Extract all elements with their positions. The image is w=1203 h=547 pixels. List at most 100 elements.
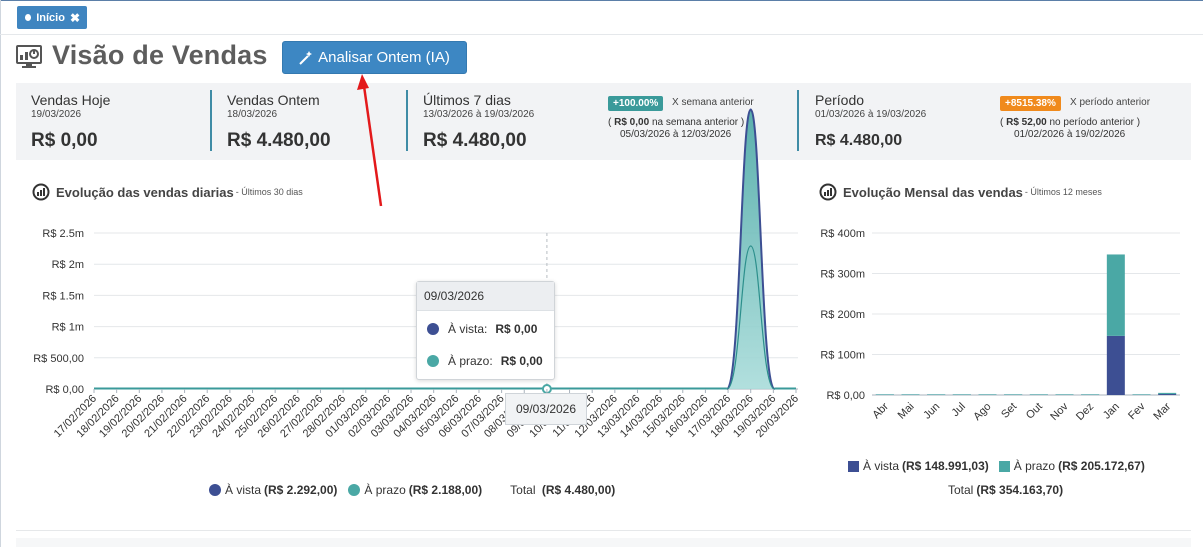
monthly-bar-prazo: [875, 394, 894, 395]
previous-note: na semana anterior: [651, 117, 739, 128]
monthly-bar-prazo: [927, 394, 946, 395]
monthly-x-tick-label: Nov: [1048, 400, 1071, 423]
daily-y-tick-label: R$ 2m: [52, 259, 84, 271]
monthly-bar-prazo: [952, 394, 971, 395]
monthly-bar-prazo: [901, 394, 920, 395]
legend-prazo-swatch: [998, 460, 1010, 472]
ia-button-label: Analisar Ontem (IA): [318, 49, 450, 66]
growth-badge: +100.00%: [608, 96, 664, 111]
monthly-x-tick-label: Jun: [921, 401, 942, 422]
bottom-divider: [16, 530, 1191, 531]
paren-close: ): [1136, 117, 1141, 128]
tooltip-prazo-label: À prazo:: [448, 354, 493, 368]
daily-y-tick-label: R$ 0,00: [45, 384, 84, 396]
monthly-x-tick-label: Mar: [1151, 400, 1173, 422]
comparison-label: X período anterior: [1070, 97, 1151, 108]
monthly-bar-prazo: [1055, 394, 1074, 395]
legend-prazo-label: À prazo: [1013, 459, 1056, 473]
growth-badge: +8515.38%: [1000, 96, 1061, 111]
legend-vista-value: (R$ 2.292,00): [264, 483, 338, 497]
dashboard-monitor-icon: [16, 45, 42, 68]
paren-open: (: [608, 117, 612, 128]
tooltip-row-prazo: À prazo: R$ 0,00: [427, 354, 543, 368]
top-border: [0, 0, 1203, 1]
kpi-label: Vendas Hoje: [31, 92, 111, 108]
legend-prazo-value: (R$ 205.172,67): [1058, 459, 1145, 473]
monthly-bar-prazo: [1132, 394, 1151, 395]
previous-value-line: ( R$ 52,00 no período anterior ): [1000, 117, 1140, 128]
monthly-x-tick-label: Jan: [1101, 401, 1122, 422]
daily-y-tick-label: R$ 500,00: [33, 353, 84, 365]
legend-item-prazo[interactable]: À prazo (R$ 205.172,67): [998, 459, 1145, 473]
monthly-x-tick-label: Jul: [950, 401, 968, 419]
legend-vista-swatch: [848, 460, 859, 472]
tooltip-date: 09/03/2026: [417, 282, 554, 311]
tooltip-vista-label: À vista:: [448, 322, 488, 336]
legend-vista-label: À vista: [863, 459, 900, 473]
legend-total-value: (R$ 354.163,70): [976, 483, 1064, 497]
daily-area-prazo: [726, 109, 775, 389]
legend-item-vista[interactable]: À vista (R$ 2.292,00): [209, 483, 337, 497]
tab-label: Início: [36, 11, 65, 24]
paren-close: ): [740, 117, 745, 128]
daily-chart-tooltip: 09/03/2026 À vista: R$ 0,00 À prazo: R$ …: [416, 281, 555, 380]
kpi-label: Últimos 7 dias: [423, 92, 511, 108]
kpi-date: 13/03/2026 à 19/03/2026: [423, 109, 535, 120]
legend-vista-value: (R$ 148.991,03): [902, 459, 989, 473]
monthly-title-text: Evolução Mensal das vendas: [843, 184, 1023, 200]
legend-total: Total (R$ 4.480,00): [510, 483, 615, 497]
analisar-ontem-ia-button[interactable]: Analisar Ontem (IA): [282, 41, 467, 74]
monthly-x-tick-label: Ago: [971, 401, 993, 423]
legend-item-prazo[interactable]: À prazo (R$ 2.188,00): [348, 483, 482, 497]
next-panel-edge: [16, 538, 1191, 547]
legend-prazo-dot: [348, 484, 361, 496]
previous-value: R$ 0,00: [614, 117, 650, 128]
monthly-bar-prazo: [1081, 394, 1100, 395]
kpi-value: R$ 0,00: [31, 130, 98, 151]
annotation-arrow-shaft: [362, 85, 383, 207]
monthly-y-tick-label: R$ 300m: [820, 269, 865, 281]
monthly-subtitle: - Últimos 12 meses: [1024, 187, 1102, 197]
monthly-x-tick-label: Set: [999, 401, 1019, 421]
tab-dot-icon: [25, 14, 32, 21]
monthly-x-tick-label: Out: [1024, 401, 1045, 422]
previous-note: no período anterior: [1049, 117, 1135, 128]
monthly-bar-prazo: [1158, 392, 1177, 395]
monthly-bar-prazo: [978, 394, 997, 395]
legend-total-label: Total: [510, 483, 536, 497]
daily-legend: À vista (R$ 2.292,00) À prazo (R$ 2.188,…: [209, 483, 615, 497]
legend-total-label: Total: [948, 483, 974, 497]
daily-y-tick-label: R$ 1m: [52, 322, 84, 334]
paren-open: (: [1000, 117, 1004, 128]
kpi-separator: [797, 90, 799, 151]
monthly-y-tick-label: R$ 200m: [820, 309, 865, 321]
tab-inicio[interactable]: Início ✖: [17, 6, 87, 29]
crosshair-x-label: 09/03/2026: [505, 393, 587, 425]
kpi-label: Período: [815, 92, 865, 108]
tooltip-prazo-dot: [427, 355, 439, 367]
tooltip-vista-dot: [427, 323, 439, 335]
kpi-separator: [406, 90, 408, 151]
kpi-bar: Vendas Hoje 19/03/2026 R$ 0,00 Vendas On…: [16, 83, 1191, 160]
previous-value: R$ 52,00: [1006, 117, 1047, 128]
kpi-value: R$ 4.480,00: [423, 130, 527, 151]
daily-line-prazo: [726, 245, 776, 390]
legend-item-vista[interactable]: À vista (R$ 148.991,03): [848, 459, 989, 473]
kpi-date: 19/03/2026: [31, 109, 82, 120]
legend-total-value: (R$ 4.480,00): [541, 483, 616, 497]
annotation-arrow-head: [357, 74, 369, 90]
monthly-chart-title: Evolução Mensal das vendas - Últimos 12 …: [819, 183, 1102, 201]
monthly-bar-vista: [1158, 393, 1177, 395]
legend-vista-dot: [209, 484, 221, 496]
previous-range: 01/02/2026 à 19/02/2026: [1014, 129, 1126, 140]
magic-wand-icon: [299, 50, 313, 65]
monthly-x-tick-label: Fev: [1126, 400, 1148, 422]
tooltip-vista-value: R$ 0,00: [495, 322, 538, 336]
tab-close-icon[interactable]: ✖: [69, 10, 80, 25]
monthly-bar-prazo: [1004, 394, 1023, 395]
kpi-date: 01/03/2026 à 19/03/2026: [815, 109, 927, 120]
monthly-legend: À vista (R$ 148.991,03) À prazo (R$ 205.…: [848, 459, 1145, 473]
kpi-separator: [210, 90, 212, 151]
monthly-y-tick-label: R$ 0,00: [826, 390, 865, 402]
